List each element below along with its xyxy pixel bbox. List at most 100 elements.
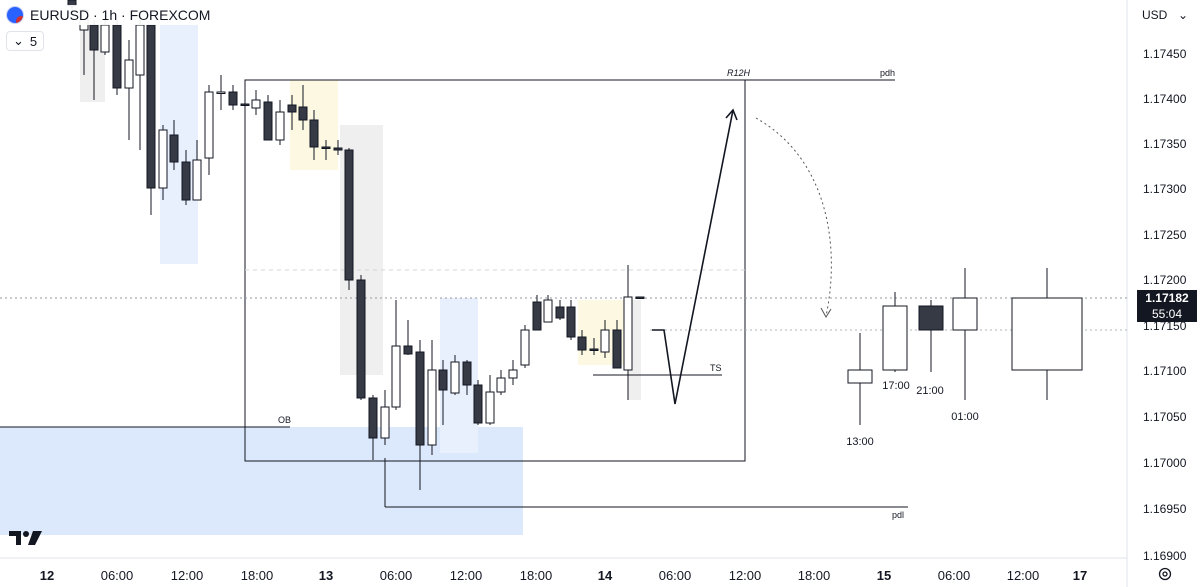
candle-body — [427, 369, 437, 446]
pdh-label: pdh — [880, 68, 895, 78]
indicator-count: 5 — [29, 33, 38, 49]
candle-body — [485, 391, 495, 424]
time-tick-label: 06:00 — [101, 568, 134, 583]
projection-arrowhead — [725, 108, 738, 121]
symbol-title: EURUSD · 1h · FOREXCOM — [30, 7, 211, 23]
symbol-header[interactable]: EURUSD · 1h · FOREXCOM — [4, 5, 215, 25]
candle — [485, 375, 495, 425]
candle-body — [566, 306, 576, 338]
candle-body — [380, 406, 390, 439]
candle-body — [309, 119, 319, 148]
candle — [508, 360, 518, 385]
candle — [333, 140, 343, 155]
candle — [623, 265, 633, 400]
tradingview-logo-icon[interactable] — [9, 527, 43, 547]
eur-usd-flag-icon — [6, 6, 24, 24]
candle-body — [555, 306, 565, 319]
candle — [146, 24, 156, 215]
projected-time-label: 21:00 — [916, 385, 944, 397]
candle — [450, 355, 460, 395]
candle — [251, 90, 261, 115]
candle — [309, 110, 319, 160]
candle — [577, 330, 587, 355]
candle — [403, 320, 413, 355]
ts-label: TS — [710, 363, 722, 373]
candle-body — [135, 24, 145, 76]
candle-body — [344, 149, 354, 281]
candle — [427, 340, 437, 455]
candle-body — [146, 24, 156, 189]
candle-body — [192, 159, 202, 201]
candle-body — [391, 345, 401, 408]
candle-body — [124, 59, 134, 89]
projection-curve-arrowhead — [820, 307, 832, 318]
time-tick-label: 12 — [40, 568, 54, 583]
candle-body — [287, 104, 297, 113]
candle — [287, 95, 297, 130]
projected-time-label: 13:00 — [846, 436, 874, 448]
gear-icon[interactable] — [1157, 566, 1173, 582]
candle-body — [438, 369, 448, 391]
candle — [462, 360, 472, 395]
candle — [600, 320, 610, 358]
candle-body — [240, 103, 250, 106]
candle-body — [473, 384, 483, 424]
candle-body — [577, 336, 587, 351]
projected-time-label: 17:00 — [882, 380, 910, 392]
candle-body — [918, 305, 944, 331]
projected-candle — [1011, 268, 1083, 400]
candle-body — [520, 329, 530, 366]
current-price-label: 1.17182 — [1137, 290, 1197, 306]
candle-body — [298, 106, 308, 121]
projection-path — [652, 109, 734, 405]
time-tick-label: 18:00 — [520, 568, 553, 583]
candle-body — [89, 24, 99, 51]
candle — [158, 125, 168, 200]
time-tick-label: 18:00 — [798, 568, 831, 583]
candle-body — [589, 348, 599, 351]
projected-candle — [952, 268, 978, 400]
indicator-toggle[interactable]: ⌄ 5 — [6, 31, 45, 51]
time-tick-label: 18:00 — [241, 568, 274, 583]
candle-body — [368, 397, 378, 439]
candle-body — [635, 296, 645, 299]
price-tick-label: 1.17000 — [1143, 456, 1187, 470]
time-tick-label: 12:00 — [171, 568, 204, 583]
candle — [543, 295, 553, 323]
candle-body — [100, 24, 110, 53]
candle-body — [112, 24, 122, 89]
candle — [555, 300, 565, 320]
range-box-label: R12H — [727, 68, 751, 78]
price-tick-label: 1.17450 — [1143, 47, 1187, 61]
candle-body — [882, 305, 908, 371]
candle — [589, 338, 599, 355]
projection-curve-arrow — [755, 117, 832, 317]
candle — [496, 370, 506, 395]
candle-body — [600, 329, 610, 353]
time-tick-label: 06:00 — [659, 568, 692, 583]
price-tick-label: 1.16950 — [1143, 502, 1187, 516]
time-tick-label: 06:00 — [380, 568, 413, 583]
candle — [263, 95, 273, 141]
projected-candle — [882, 292, 908, 372]
candle-body — [450, 361, 460, 394]
ob-label: OB — [278, 415, 291, 425]
price-tick-label: 1.17200 — [1143, 273, 1187, 287]
projected-candle — [847, 333, 873, 425]
candle-body — [204, 91, 214, 159]
price-axis — [1127, 0, 1200, 558]
candle-body — [263, 101, 273, 141]
price-tick-label: 1.17300 — [1143, 182, 1187, 196]
candle — [566, 300, 576, 340]
candle — [169, 120, 179, 170]
candle-body — [1011, 297, 1083, 371]
projected-candle — [918, 300, 944, 372]
candle-body — [356, 279, 366, 399]
candle — [216, 75, 226, 110]
price-tick-label: 1.17150 — [1143, 319, 1187, 333]
candle — [438, 360, 448, 425]
candle-body — [847, 369, 873, 384]
currency-button[interactable]: USD ⌄ — [1136, 3, 1194, 27]
candle-body — [251, 99, 261, 109]
